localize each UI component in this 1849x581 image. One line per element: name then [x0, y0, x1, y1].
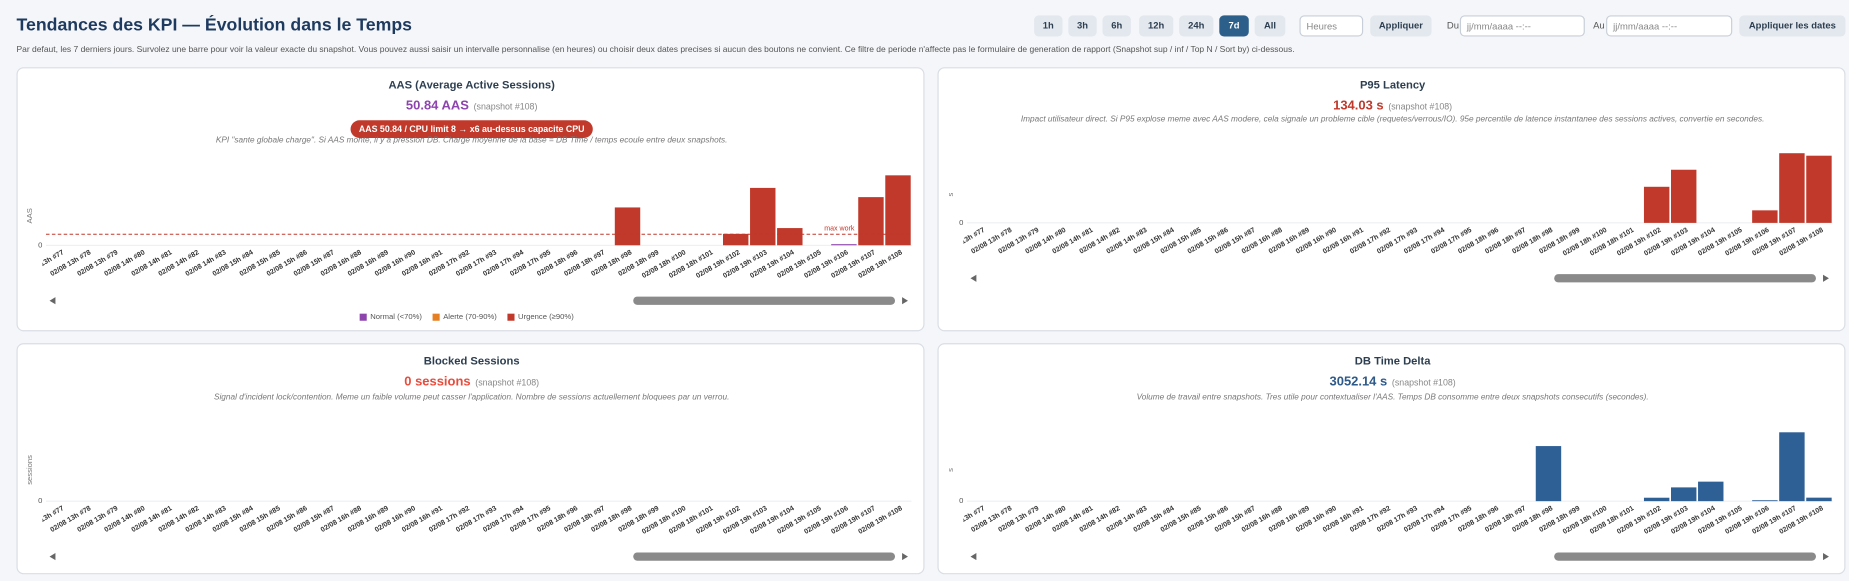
bar	[831, 244, 857, 246]
scroll-right-arrow	[1823, 274, 1829, 282]
kpi-panel: Blocked Sessions 0 sessions (snapshot #108…	[16, 343, 925, 575]
page-title: Tendances des KPI — Évolution dans le Te…	[16, 15, 412, 36]
hours-input[interactable]: Heures	[1299, 15, 1364, 37]
range-button[interactable]: 7d	[1219, 15, 1249, 37]
scroll-left-arrow	[49, 297, 56, 305]
scroll-right-arrow	[902, 297, 908, 305]
bar	[1752, 500, 1778, 502]
kpi-value: 134.03 s (snapshot #108)	[1333, 98, 1452, 113]
y-axis-label: AAS	[25, 208, 34, 223]
kpi-value: 50.84 AAS (snapshot #108)	[406, 98, 538, 113]
bar	[1752, 210, 1778, 223]
y-axis-label: s	[946, 192, 955, 196]
apply-button[interactable]: Appliquer	[1370, 15, 1432, 37]
legend-label: Urgence (≥90%)	[518, 312, 574, 321]
legend-label: Alerte (70-90%)	[443, 312, 497, 321]
kpi-chart: P95 Latency 134.03 s (snapshot #108) Impact…	[946, 79, 1833, 283]
bar	[1643, 497, 1670, 502]
chart-title: DB Time Delta	[1355, 355, 1431, 367]
chart-description: Volume de travail entre snapshots. Tres …	[1137, 393, 1649, 402]
bar	[722, 233, 749, 246]
kpi-chart: Blocked Sessions 0 sessions (snapshot #108…	[25, 355, 912, 561]
badge-background	[350, 120, 593, 138]
range-button[interactable]: 6h	[1102, 15, 1131, 37]
page-subtitle: Par defaut, les 7 derniers jours. Survol…	[16, 43, 1295, 55]
from-label: Du	[1446, 20, 1459, 31]
y-axis-label: s	[946, 468, 955, 472]
kpi-value-text: 3052.14 s	[1330, 374, 1388, 389]
kpi-value-text: 134.03 s	[1333, 98, 1383, 113]
scroll-thumb	[1554, 274, 1816, 283]
chart-description: KPI "sante globale charge". Si AAS monte…	[216, 136, 728, 145]
bar	[1806, 155, 1832, 223]
from-date-input[interactable]: jj/mm/aaaa --:--	[1459, 15, 1585, 37]
bar	[750, 187, 776, 246]
bar	[1671, 487, 1697, 502]
bar	[777, 228, 803, 246]
scroll-right-arrow	[1823, 553, 1829, 561]
y-tick-label: 0	[38, 496, 42, 505]
snapshot-label: (snapshot #108)	[474, 102, 538, 112]
chart-title: Blocked Sessions	[424, 355, 520, 367]
snapshot-label: (snapshot #108)	[1392, 378, 1456, 388]
scroll-thumb	[1554, 552, 1816, 561]
kpi-chart: AAS (Average Active Sessions) 50.84 AAS (s…	[25, 79, 912, 321]
scroll-thumb	[633, 296, 896, 305]
bar	[1779, 153, 1805, 223]
bar	[858, 197, 884, 246]
legend-swatch	[359, 313, 367, 321]
y-tick-label: 0	[959, 218, 963, 227]
y-tick-label: 0	[959, 496, 963, 505]
badge	[350, 120, 593, 138]
kpi-panel: AAS (Average Active Sessions) 50.84 AAS (s…	[16, 67, 925, 332]
range-button[interactable]: 1h	[1034, 15, 1063, 37]
scroll-left-arrow	[970, 274, 977, 282]
scroll-right-arrow	[902, 553, 908, 561]
to-date-input[interactable]: jj/mm/aaaa --:--	[1606, 15, 1733, 37]
kpi-chart: DB Time Delta 3052.14 s (snapshot #108) Vol…	[946, 355, 1833, 561]
kpi-value: 0 sessions (snapshot #108)	[404, 374, 539, 389]
scroll-left-arrow	[970, 553, 977, 561]
bar	[614, 207, 641, 246]
snapshot-label: (snapshot #108)	[475, 378, 539, 388]
range-button[interactable]: 3h	[1068, 15, 1097, 37]
chart-description: Impact utilisateur direct. Si P95 explos…	[1021, 114, 1765, 123]
bar	[1779, 432, 1805, 502]
range-button[interactable]: 24h	[1179, 15, 1214, 37]
bar	[1806, 497, 1832, 502]
legend-swatch	[507, 313, 515, 321]
scroll-left-arrow	[49, 553, 56, 561]
snapshot-label: (snapshot #108)	[1388, 102, 1452, 112]
bar	[1643, 186, 1670, 223]
kpi-panel: P95 Latency 134.03 s (snapshot #108) Impact…	[937, 67, 1846, 332]
y-tick-label: 0	[38, 240, 42, 249]
bar	[1671, 169, 1697, 223]
apply-dates-button[interactable]: Appliquer les dates	[1739, 15, 1846, 37]
kpi-panel: DB Time Delta 3052.14 s (snapshot #108) Vol…	[937, 343, 1846, 575]
legend-label: Normal (<70%)	[370, 312, 422, 321]
chart-title: P95 Latency	[1360, 79, 1426, 91]
kpi-value-text: 50.84 AAS	[406, 98, 469, 113]
y-axis-label: sessions	[25, 455, 34, 485]
kpi-value: 3052.14 s (snapshot #108)	[1330, 374, 1456, 389]
range-button[interactable]: 12h	[1139, 15, 1174, 37]
threshold-label: max work	[824, 226, 855, 233]
chart-title: AAS (Average Active Sessions)	[388, 79, 555, 91]
bar	[1698, 481, 1724, 502]
chart-description: Signal d'incident lock/contention. Meme …	[214, 393, 729, 402]
scroll-thumb	[633, 552, 896, 561]
kpi-value-text: 0 sessions	[404, 374, 470, 389]
bar	[1535, 446, 1562, 502]
bar	[885, 175, 911, 246]
legend-swatch	[432, 313, 440, 321]
range-button[interactable]: All	[1254, 15, 1286, 37]
badge-text: AAS 50.84 / CPU limit 8 → x6 au-dessus c…	[359, 124, 585, 134]
to-label: Au	[1593, 20, 1605, 31]
